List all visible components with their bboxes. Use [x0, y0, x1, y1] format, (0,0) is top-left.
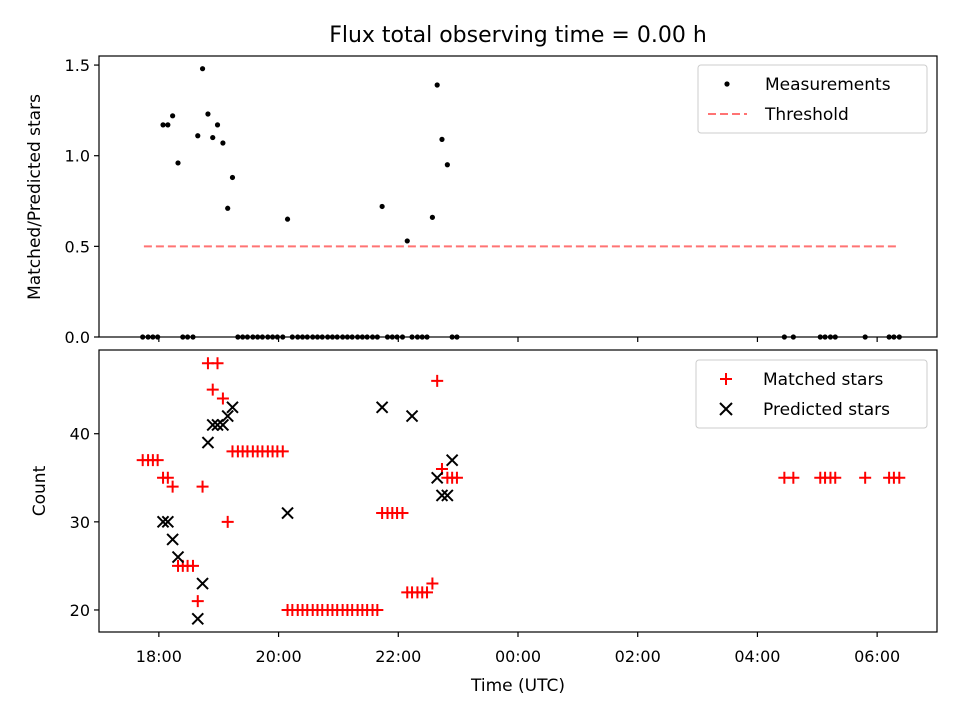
measurement-point [214, 122, 221, 128]
matched-star-point [191, 595, 204, 608]
measurement-point [220, 140, 226, 146]
count-xtick-label: 22:00 [375, 647, 421, 666]
predicted-star-point [375, 401, 389, 414]
matched-star-point [196, 480, 209, 493]
count-xtick-label: 06:00 [854, 647, 900, 666]
matched-star-point [221, 515, 234, 528]
ratio-ytick-label: 1.0 [65, 147, 90, 166]
ratio-ylabel: Matched/Predicted stars [25, 94, 45, 300]
measurement-point [404, 238, 410, 244]
measurement-point [284, 216, 291, 222]
legend-predicted-marker [719, 402, 733, 416]
matched-star-point [211, 357, 224, 370]
matched-star-point [426, 577, 439, 590]
measurement-point [195, 133, 201, 139]
matched-star-point [450, 471, 463, 484]
measurement-point [199, 66, 206, 72]
matched-star-point [421, 586, 434, 599]
count-xtick-label: 00:00 [495, 647, 541, 666]
predicted-star-point [405, 409, 419, 423]
measurement-point [205, 111, 211, 117]
measurement-point [225, 205, 231, 211]
predicted-star-point [445, 453, 459, 467]
predicted-star-point [435, 489, 449, 502]
predicted-star-point [161, 515, 175, 529]
matched-star-point [859, 471, 872, 484]
count-ytick-label: 40 [70, 425, 90, 444]
matched-star-point [787, 471, 800, 484]
predicted-star-point [191, 612, 204, 625]
predicted-star-point [201, 436, 215, 449]
measurement-point [165, 122, 171, 128]
measurement-point [379, 203, 385, 210]
measurement-point [175, 160, 181, 166]
measurement-point [434, 82, 440, 88]
measurement-point [439, 136, 445, 142]
count-xtick-label: 18:00 [136, 647, 182, 666]
count-ytick-label: 20 [70, 601, 90, 620]
legend-matched-label: Matched stars [763, 370, 883, 390]
matched-star-point [206, 383, 219, 396]
predicted-star-point [196, 577, 209, 590]
predicted-star-point [171, 550, 185, 564]
predicted-star-point [166, 533, 179, 546]
legend-predicted-label: Predicted stars [763, 400, 890, 420]
legend-measurements-label: Measurements [765, 75, 891, 95]
matched-star-point [371, 603, 384, 616]
count-ylabel: Count [30, 465, 50, 516]
matched-star-point [829, 471, 842, 484]
matched-star-point [166, 480, 179, 493]
legend-matched-marker [720, 373, 732, 385]
count-panel: 20 30 40 18:00 20:00 22:00 00:00 02:00 04:00 06:… [30, 349, 938, 696]
measurement-point [444, 162, 450, 168]
predicted-star-point [221, 409, 234, 423]
matched-star-point [216, 392, 229, 405]
measurement-point [170, 113, 176, 119]
legend-threshold-label: Threshold [764, 105, 849, 125]
matched-star-point [161, 471, 174, 484]
figure-title: Flux total observing time = 0.00 h [329, 23, 707, 48]
predicted-star-point [441, 489, 454, 502]
count-xtick-label: 20:00 [256, 647, 302, 666]
predicted-star-point [206, 418, 219, 432]
ratio-ytick-label: 0.0 [65, 328, 90, 347]
predicted-star-point [216, 418, 230, 432]
count-legend: Matched stars Predicted stars [695, 359, 928, 429]
predicted-star-point [156, 515, 170, 529]
ratio-panel: 0.0 0.5 1.0 1.5 Matched/Predicted stars Mea… [25, 55, 938, 347]
predicted-star-point [430, 471, 444, 484]
measurement-point [210, 134, 216, 141]
ratio-legend: Measurements Threshold [697, 64, 928, 134]
predicted-star-point [226, 401, 239, 414]
predicted-star-point [211, 418, 224, 432]
count-xtick-label: 04:00 [734, 647, 780, 666]
ratio-legend-box [697, 64, 928, 134]
measurement-point [160, 122, 166, 128]
count-xlabel: Time (UTC) [470, 676, 565, 696]
ratio-ytick-label: 1.5 [65, 56, 90, 75]
matched-star-point [276, 445, 289, 458]
predicted-star-point [281, 506, 294, 520]
count-ytick-label: 30 [70, 513, 90, 532]
count-xtick-label: 02:00 [615, 647, 661, 666]
measurement-point [229, 174, 236, 181]
matched-star-point [893, 471, 906, 484]
matched-star-point [151, 454, 164, 467]
matched-star-point [431, 374, 444, 387]
ratio-ytick-label: 0.5 [65, 237, 90, 256]
matched-star-point [186, 559, 199, 572]
measurement-point [429, 214, 436, 220]
count-legend-box [695, 359, 928, 429]
legend-measurements-marker [724, 81, 730, 87]
matched-star-point [396, 507, 409, 520]
